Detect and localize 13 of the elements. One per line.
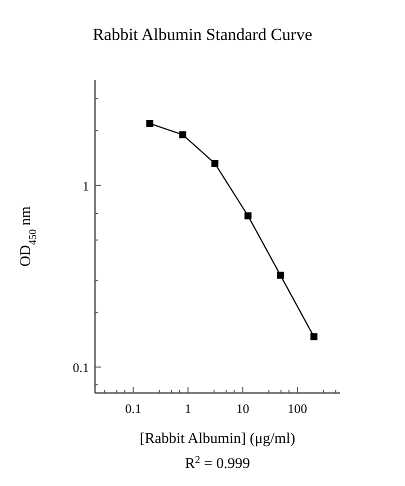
text: R$^{2}$ = 0.999 xyxy=(185,454,250,472)
point xyxy=(310,333,318,340)
point xyxy=(244,212,252,220)
x-tick-label: 10 xyxy=(236,401,250,416)
point xyxy=(146,120,154,127)
point xyxy=(211,160,218,167)
chart-title: Rabbit Albumin Standard Curve xyxy=(92,25,312,44)
x-axis-title: [Rabbit Albumin] (μg/ml) xyxy=(140,431,296,447)
point xyxy=(276,272,284,279)
x-tick-label: 0.1 xyxy=(125,401,142,416)
point xyxy=(179,131,186,138)
x-tick-label: 100 xyxy=(288,401,308,416)
x-tick-label: 1 xyxy=(184,401,192,416)
